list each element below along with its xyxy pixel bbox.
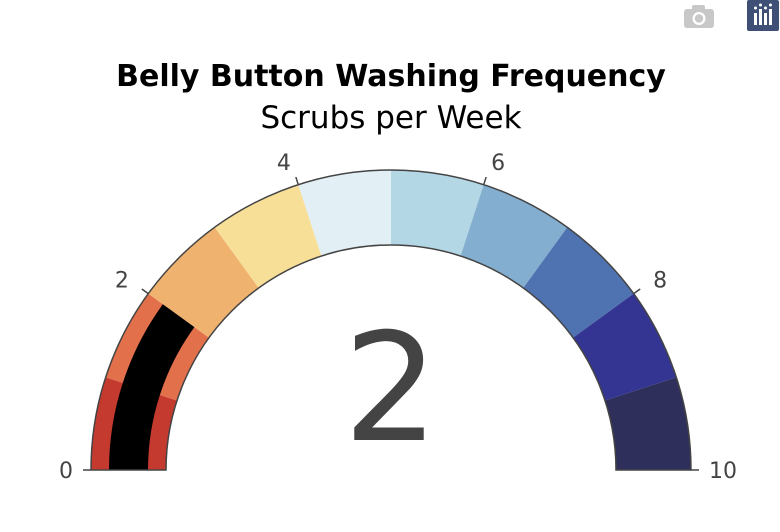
gauge-step-5 xyxy=(391,170,484,257)
gauge-tick-label: 2 xyxy=(115,269,129,294)
gauge-tick-mark xyxy=(633,288,641,295)
gauge-step-4 xyxy=(298,170,391,257)
gauge-value: 2 xyxy=(343,302,438,476)
chart-subtitle: Scrubs per Week xyxy=(260,100,521,136)
gauge-border xyxy=(90,169,692,471)
gauge-tick-label: 4 xyxy=(277,151,291,176)
gauge-tick-label: 8 xyxy=(653,269,667,294)
camera-icon[interactable] xyxy=(683,2,715,30)
gauge-tick-label: 0 xyxy=(59,459,73,484)
gauge-tick-label: 10 xyxy=(709,459,737,484)
gauge-tick-mark xyxy=(141,288,149,295)
gauge-step-9 xyxy=(604,377,691,470)
gauge: 0 2 4 6 8 10 xyxy=(59,151,737,484)
gauge-tick-mark xyxy=(295,176,300,185)
gauge-step-7 xyxy=(523,227,634,338)
plotly-logo-icon[interactable] xyxy=(747,0,779,31)
gauge-value-bar xyxy=(109,304,195,470)
gauge-tick-label: 6 xyxy=(491,151,505,176)
chart-title: Belly Button Washing Frequency xyxy=(116,59,666,94)
gauge-tick-mark xyxy=(482,176,487,185)
gauge-step-2 xyxy=(148,227,259,338)
